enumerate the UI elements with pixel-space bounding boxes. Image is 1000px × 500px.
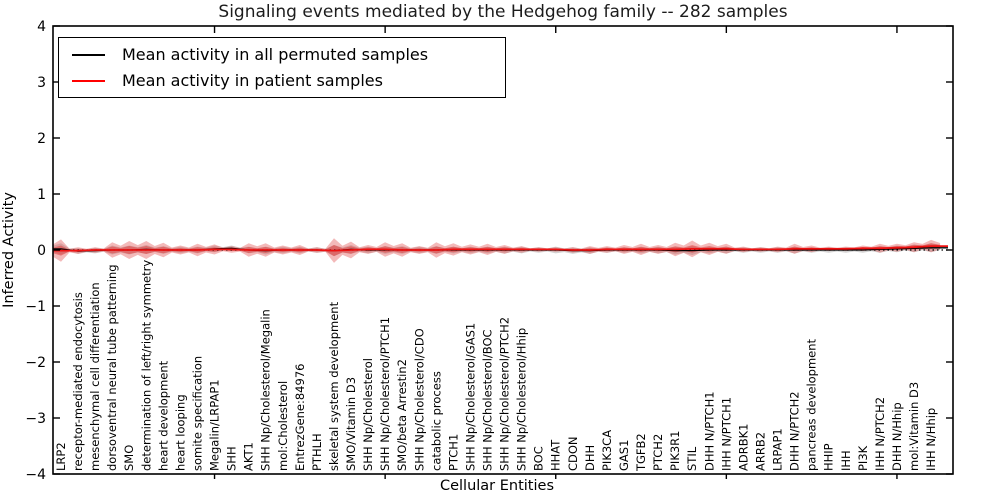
entity-label: IHH N/PTCH2	[873, 397, 887, 471]
permuted-line-swatch	[72, 53, 105, 56]
entity-label: IHH N/Hhip	[924, 408, 938, 471]
chart-title: Signaling events mediated by the Hedgeho…	[218, 2, 788, 22]
entity-label: SMO/Vitamin D3	[344, 377, 358, 471]
entity-label: ARRB2	[753, 432, 767, 471]
entity-label: SHH Np/Cholesterol/PTCH1	[378, 317, 392, 471]
legend-item-permuted: Mean activity in all permuted samples	[59, 45, 505, 64]
y-tick-label: −4	[25, 467, 46, 483]
entity-label: SHH Np/Cholesterol/PTCH2	[498, 317, 512, 471]
legend-box: Mean activity in all permuted samples Me…	[58, 37, 506, 98]
y-tick-label: 4	[37, 19, 46, 35]
entity-label: GAS1	[617, 440, 631, 471]
entity-label: determination of left/right symmetry	[139, 260, 153, 471]
entity-label: heart development	[156, 360, 170, 471]
entity-label: DHH N/PTCH2	[788, 391, 802, 471]
y-tick-label: −1	[25, 299, 46, 315]
entity-label: STIL	[685, 446, 699, 471]
entity-label: dorsoventral neural tube patterning	[105, 264, 119, 471]
entity-label: mol:Cholesterol	[276, 381, 290, 471]
entity-label: PTHLH	[310, 433, 324, 471]
entity-label: heart looping	[173, 394, 187, 471]
legend-label-permuted: Mean activity in all permuted samples	[122, 45, 429, 64]
entity-label: PTCH1	[446, 434, 460, 471]
y-tick-label: 1	[37, 187, 46, 203]
entity-label: EntrezGene:84976	[293, 364, 307, 471]
entity-label: PTCH2	[651, 434, 665, 471]
entity-label: HHAT	[549, 439, 563, 471]
entity-label: DHH N/Hhip	[890, 402, 904, 471]
entity-label: PIK3R1	[668, 431, 682, 472]
entity-label: HHIP	[822, 443, 836, 471]
entity-label: pancreas development	[805, 338, 819, 471]
patient-mean-line	[53, 245, 948, 252]
entity-label: SHH Np/Cholesterol/GAS1	[463, 323, 477, 471]
entity-label: LRP2	[54, 442, 68, 471]
entity-label: SHH Np/Cholesterol	[361, 358, 375, 471]
entity-label: somite specification	[190, 356, 204, 471]
patient-line-swatch	[72, 79, 105, 82]
y-tick-label: 3	[37, 75, 46, 91]
entity-label: SHH Np/Cholesterol/Hhip	[515, 328, 529, 471]
entity-label: mesenchymal cell differentiation	[88, 282, 102, 471]
entity-label: IHH	[839, 450, 853, 471]
entity-label: catabolic process	[429, 371, 443, 471]
y-tick-label: 0	[37, 243, 46, 259]
entity-label: skeletal system development	[327, 301, 341, 471]
entity-label: SMO/beta Arrestin2	[395, 359, 409, 471]
entity-label: PIK3CA	[600, 430, 614, 471]
entity-label: SMO	[122, 445, 136, 471]
entity-label: CDON	[566, 436, 580, 471]
entity-label: SHH Np/Cholesterol/BOC	[481, 329, 495, 471]
plot-border	[52, 25, 954, 475]
y-tick-label: −3	[25, 411, 46, 427]
entity-label: SHH	[225, 446, 239, 471]
entity-label: AKT1	[242, 442, 256, 471]
entity-label: mol:Vitamin D3	[907, 382, 921, 471]
x-axis-label: Cellular Entities	[439, 478, 555, 494]
entity-label: SHH Np/Cholesterol/CDO	[412, 328, 426, 471]
entity-label: receptor-mediated endocytosis	[71, 292, 85, 471]
entity-label: BOC	[532, 446, 546, 471]
entity-label: TGFB2	[634, 433, 648, 472]
entity-label: DHH	[583, 445, 597, 471]
legend-label-patient: Mean activity in patient samples	[122, 71, 383, 90]
entity-label: DHH N/PTCH1	[702, 391, 716, 471]
legend-item-patient: Mean activity in patient samples	[59, 71, 505, 90]
entity-label: IHH N/PTCH1	[719, 397, 733, 471]
entity-label: SHH Np/Cholesterol/Megalin	[259, 309, 273, 471]
entity-label: ADRBK1	[736, 424, 750, 471]
entity-label: LRPAP1	[771, 428, 785, 471]
entity-label: Megalin/LRPAP1	[208, 379, 222, 471]
y-tick-label: 2	[37, 131, 46, 147]
entity-label: PI3K	[856, 445, 870, 471]
y-tick-label: −2	[25, 355, 46, 371]
